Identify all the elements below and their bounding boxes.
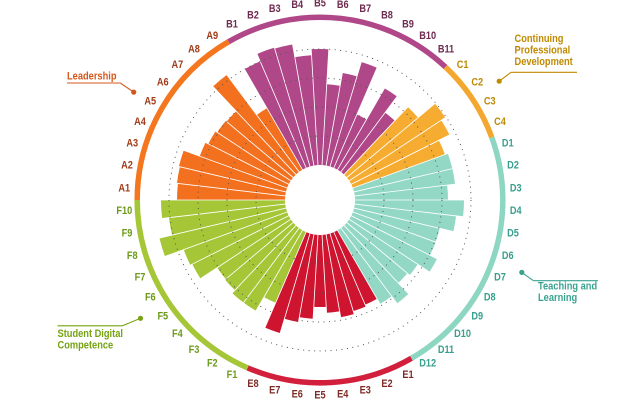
svg-text:B1: B1 (226, 19, 238, 31)
svg-text:A4: A4 (134, 117, 146, 129)
svg-text:F1: F1 (227, 369, 238, 381)
svg-text:D2: D2 (507, 160, 519, 172)
svg-text:A6: A6 (157, 77, 169, 89)
svg-text:B9: B9 (402, 19, 414, 31)
svg-text:Continuing: Continuing (515, 33, 564, 45)
svg-text:Learning: Learning (538, 292, 577, 304)
svg-text:Competence: Competence (58, 340, 114, 352)
svg-text:E2: E2 (381, 378, 393, 390)
svg-text:D8: D8 (484, 292, 496, 304)
svg-text:C2: C2 (471, 77, 483, 89)
svg-text:B7: B7 (359, 3, 371, 15)
svg-text:Teaching and: Teaching and (538, 281, 597, 293)
svg-text:E8: E8 (247, 378, 259, 390)
svg-text:F5: F5 (157, 311, 168, 323)
svg-text:D12: D12 (419, 358, 436, 370)
svg-text:D6: D6 (502, 250, 514, 262)
svg-text:D10: D10 (454, 329, 471, 341)
svg-text:B10: B10 (419, 30, 436, 42)
svg-text:B4: B4 (291, 0, 303, 11)
svg-text:Student Digital: Student Digital (58, 328, 124, 340)
svg-text:F10: F10 (116, 206, 132, 218)
svg-text:E5: E5 (314, 390, 326, 400)
svg-text:F7: F7 (135, 272, 146, 284)
svg-text:Leadership: Leadership (67, 71, 117, 83)
svg-text:F6: F6 (145, 292, 156, 304)
svg-text:E6: E6 (292, 389, 304, 400)
svg-text:A5: A5 (144, 96, 156, 108)
svg-text:B2: B2 (247, 10, 259, 22)
svg-text:A1: A1 (118, 183, 130, 195)
svg-text:A3: A3 (126, 138, 138, 150)
svg-text:F3: F3 (189, 344, 200, 356)
svg-text:D3: D3 (510, 183, 522, 195)
svg-text:F2: F2 (207, 358, 218, 370)
svg-text:F4: F4 (172, 329, 183, 341)
svg-text:D5: D5 (507, 228, 519, 240)
svg-text:B5: B5 (314, 0, 326, 10)
svg-text:B11: B11 (438, 44, 455, 56)
svg-text:D11: D11 (438, 344, 455, 356)
svg-text:D7: D7 (494, 272, 506, 284)
svg-text:Development: Development (515, 56, 574, 68)
svg-text:E1: E1 (402, 369, 414, 381)
svg-text:A8: A8 (188, 44, 200, 56)
svg-text:E3: E3 (360, 385, 372, 397)
svg-text:B8: B8 (381, 10, 393, 22)
svg-text:E4: E4 (337, 389, 349, 400)
svg-text:C3: C3 (484, 96, 496, 108)
svg-text:A9: A9 (206, 30, 218, 42)
svg-text:Professional: Professional (515, 45, 571, 57)
svg-text:F8: F8 (127, 250, 138, 262)
svg-text:D4: D4 (510, 206, 522, 218)
svg-text:A2: A2 (121, 160, 133, 172)
svg-text:C1: C1 (457, 60, 469, 72)
svg-text:C4: C4 (494, 117, 506, 129)
svg-text:B6: B6 (337, 0, 349, 11)
svg-text:D1: D1 (502, 138, 514, 150)
svg-text:D9: D9 (471, 311, 483, 323)
svg-text:E7: E7 (269, 385, 281, 397)
svg-text:A7: A7 (172, 60, 184, 72)
svg-text:B3: B3 (269, 3, 281, 15)
svg-text:F9: F9 (122, 228, 133, 240)
